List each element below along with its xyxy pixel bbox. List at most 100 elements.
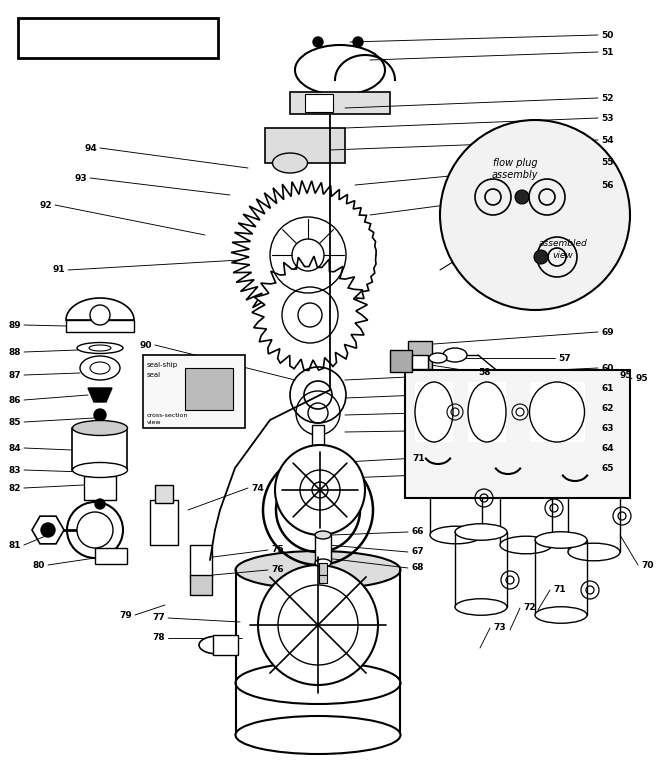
Text: 64: 64 <box>601 444 613 452</box>
Circle shape <box>278 585 358 665</box>
Text: 91: 91 <box>52 266 65 274</box>
Bar <box>95 548 127 564</box>
Circle shape <box>90 305 110 325</box>
Ellipse shape <box>535 532 587 548</box>
Polygon shape <box>32 516 64 544</box>
Text: 88: 88 <box>9 347 21 357</box>
Text: 54: 54 <box>601 136 613 144</box>
Circle shape <box>77 512 113 548</box>
Bar <box>213 635 238 655</box>
Circle shape <box>41 523 55 537</box>
Text: flow plug: flow plug <box>493 158 537 168</box>
Ellipse shape <box>430 446 482 464</box>
Bar <box>236 683 401 738</box>
Text: 75: 75 <box>271 546 283 554</box>
Text: 94: 94 <box>84 143 97 153</box>
Ellipse shape <box>455 524 507 540</box>
Text: 66: 66 <box>411 528 424 536</box>
Ellipse shape <box>236 716 401 754</box>
Circle shape <box>353 37 363 47</box>
Text: 81: 81 <box>9 540 21 550</box>
Text: 52: 52 <box>601 93 613 103</box>
Bar <box>190 545 212 577</box>
Ellipse shape <box>295 45 385 95</box>
Bar <box>185 368 233 410</box>
Bar <box>468 382 506 442</box>
Circle shape <box>515 190 529 204</box>
Bar <box>430 455 482 535</box>
Polygon shape <box>88 388 112 402</box>
Bar <box>315 535 331 563</box>
Text: 95: 95 <box>620 371 632 379</box>
Ellipse shape <box>500 456 552 474</box>
Bar <box>500 465 552 545</box>
Bar <box>390 350 412 372</box>
Text: 69: 69 <box>601 328 613 336</box>
Circle shape <box>275 445 365 535</box>
Ellipse shape <box>529 382 584 442</box>
Polygon shape <box>252 256 368 371</box>
Bar <box>412 355 428 369</box>
Ellipse shape <box>89 345 111 351</box>
Bar <box>319 575 327 583</box>
Text: seal: seal <box>147 372 161 378</box>
Text: 71: 71 <box>412 453 424 463</box>
Text: 90: 90 <box>140 340 152 350</box>
Text: view: view <box>147 419 161 424</box>
Circle shape <box>302 469 334 501</box>
Text: 89: 89 <box>9 321 21 329</box>
Ellipse shape <box>568 543 620 561</box>
Text: 92: 92 <box>39 201 52 209</box>
Bar <box>236 570 401 685</box>
Text: 77: 77 <box>152 614 165 622</box>
Ellipse shape <box>80 356 120 380</box>
Ellipse shape <box>468 382 506 442</box>
Ellipse shape <box>272 153 308 173</box>
Bar <box>155 485 173 503</box>
Ellipse shape <box>77 343 123 354</box>
Bar <box>150 500 178 545</box>
Text: 51: 51 <box>601 48 613 56</box>
Bar <box>18 18 218 58</box>
Ellipse shape <box>429 353 447 363</box>
Bar <box>319 563 327 575</box>
Text: 62: 62 <box>601 404 613 412</box>
Text: 65: 65 <box>601 463 613 473</box>
Text: 50: 50 <box>601 31 613 39</box>
Text: 82: 82 <box>9 484 21 492</box>
Ellipse shape <box>430 526 482 544</box>
Circle shape <box>67 502 123 558</box>
Ellipse shape <box>73 420 127 435</box>
Text: assembly: assembly <box>492 170 539 180</box>
Bar <box>568 472 620 552</box>
Text: 86: 86 <box>9 395 21 405</box>
Bar <box>312 425 324 480</box>
Polygon shape <box>66 298 134 320</box>
Text: 61: 61 <box>601 383 613 393</box>
Text: 68: 68 <box>411 564 424 572</box>
Text: 80: 80 <box>33 561 45 569</box>
Polygon shape <box>231 180 376 329</box>
Ellipse shape <box>73 463 127 477</box>
Text: assembled: assembled <box>539 238 587 248</box>
Bar <box>290 92 390 114</box>
Ellipse shape <box>199 636 237 654</box>
Circle shape <box>258 565 378 685</box>
Ellipse shape <box>415 382 453 442</box>
Circle shape <box>95 499 105 509</box>
Text: 57: 57 <box>558 354 571 362</box>
Text: 53: 53 <box>601 114 613 122</box>
Text: VALVE ASSEMBLY: VALVE ASSEMBLY <box>45 31 191 45</box>
Text: 79: 79 <box>119 611 132 619</box>
Text: 85: 85 <box>9 418 21 426</box>
Bar <box>72 428 127 470</box>
Circle shape <box>534 250 548 264</box>
Bar <box>530 382 585 442</box>
Ellipse shape <box>236 551 401 589</box>
Text: 58: 58 <box>478 368 491 376</box>
Bar <box>84 476 116 500</box>
Text: 76: 76 <box>271 565 283 575</box>
Text: seal-ship: seal-ship <box>147 362 178 368</box>
Text: 71: 71 <box>553 586 565 594</box>
Text: 63: 63 <box>601 423 613 433</box>
